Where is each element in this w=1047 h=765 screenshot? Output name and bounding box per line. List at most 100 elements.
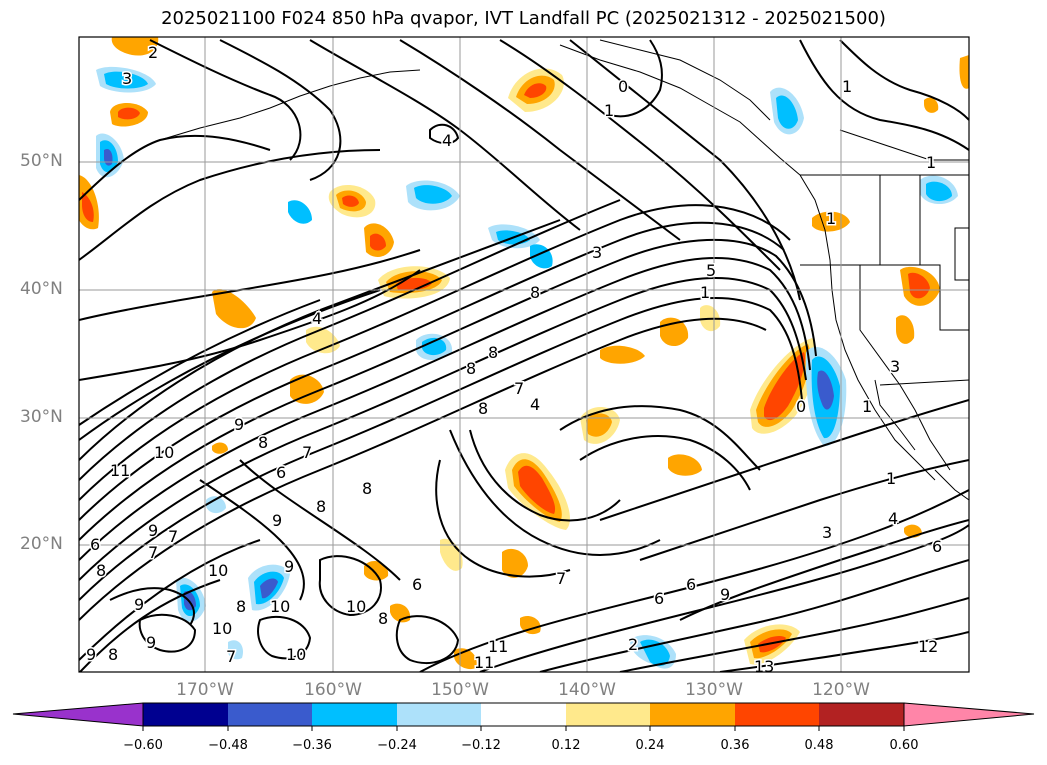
coastlines xyxy=(159,39,969,501)
contour-label: 9 xyxy=(148,521,158,540)
colorbar xyxy=(12,702,1035,731)
contour-label: 7 xyxy=(168,527,178,546)
colorbar-extend-left xyxy=(12,702,144,727)
contour-label: 4 xyxy=(888,509,898,528)
contour-label: 2 xyxy=(148,43,158,62)
coastline-mexico xyxy=(934,469,969,501)
patch-w-edge-core xyxy=(82,192,94,222)
contour-label: 4 xyxy=(312,309,322,328)
contour-label: 11 xyxy=(110,461,130,480)
patch-neg-sw2-peak xyxy=(260,578,278,599)
colorbar-tick-label: −0.48 xyxy=(208,738,248,753)
colorbar-segment xyxy=(397,703,481,726)
patch-neg-nw-core xyxy=(104,71,148,89)
contour-label: 7 xyxy=(148,543,158,562)
patch-sw-1 xyxy=(212,442,228,454)
colorbar-tick-label: −0.60 xyxy=(123,738,163,753)
contour-label: 1 xyxy=(826,209,836,228)
border-state-2 xyxy=(859,265,901,386)
contour-label: 0 xyxy=(796,397,806,416)
contour-label: 3 xyxy=(592,243,602,262)
contour-label: 3 xyxy=(122,69,132,88)
contour-label: 10 xyxy=(208,561,228,580)
contour-label: 10 xyxy=(286,645,306,664)
patch-mid-5 xyxy=(668,454,702,476)
lat-lon-grid xyxy=(79,37,969,672)
patch-w-2 xyxy=(212,289,256,329)
colorbar-segment xyxy=(143,703,228,726)
contour-label: 6 xyxy=(654,589,664,608)
patch-nw-top xyxy=(111,37,159,56)
contour-label: 8 xyxy=(108,645,118,664)
patch-neg-coast-peak xyxy=(817,370,834,410)
contour-label: 9 xyxy=(134,595,144,614)
contour-label: 11 xyxy=(488,637,508,656)
border-us-mexico xyxy=(879,379,969,386)
lon-label-170w: 170°W xyxy=(176,680,234,700)
patch-coast-ar-peak xyxy=(764,352,806,421)
colorbar-tick-label: 0.60 xyxy=(889,738,919,753)
contour-label: 1 xyxy=(886,469,896,488)
contour-label: 0 xyxy=(618,77,628,96)
contour-label: 6 xyxy=(412,575,422,594)
contour-label: 4 xyxy=(442,131,452,150)
colorbar-extend-right xyxy=(903,702,1035,727)
patch-center-n2-core xyxy=(370,233,386,251)
colorbar-segment xyxy=(650,703,735,726)
contour-label: 13 xyxy=(754,657,774,676)
colorbar-tick-label: −0.24 xyxy=(377,738,417,753)
patch-neg-c1-core xyxy=(422,337,447,356)
contour-label: 7 xyxy=(302,443,312,462)
contour-label: 3 xyxy=(822,523,832,542)
contour-label: 10 xyxy=(212,619,232,638)
coastline-alaska-panhandle xyxy=(599,39,771,121)
border-state-5 xyxy=(954,227,969,281)
contour-label: 9 xyxy=(720,585,730,604)
patch-coast-e xyxy=(896,315,915,344)
colorbar-tick-label: 0.24 xyxy=(635,738,665,753)
contour-label: 1 xyxy=(926,153,936,172)
contour-label: 8 xyxy=(488,343,498,362)
contour-label: 1 xyxy=(700,283,710,302)
contour-label: 7 xyxy=(556,569,566,588)
colorbar-segment xyxy=(566,703,650,726)
colorbar-segment xyxy=(228,703,312,726)
contour-label: 2 xyxy=(628,635,638,654)
colorbar-tick-label: −0.36 xyxy=(292,738,332,753)
map-title: 2025021100 F024 850 hPa qvapor, IVT Land… xyxy=(161,8,886,29)
lon-label-130w: 130°W xyxy=(685,680,743,700)
map-frame xyxy=(78,36,970,673)
contour-label: 8 xyxy=(96,561,106,580)
ivt-contours xyxy=(79,39,969,672)
coastline-alaska-south xyxy=(559,44,801,176)
contour-label: 1 xyxy=(604,101,614,120)
patch-neg-e1-core xyxy=(926,181,952,202)
contour-label: 9 xyxy=(234,415,244,434)
lon-label-140w: 140°W xyxy=(558,680,616,700)
contour-label: 12 xyxy=(918,637,938,656)
contour-label: 10 xyxy=(154,443,174,462)
contour-label: 8 xyxy=(378,609,388,628)
contour-label: 6 xyxy=(276,463,286,482)
patch-ne-alaska-peak xyxy=(524,83,547,98)
coastline-gulf-ca xyxy=(899,384,951,471)
colorbar-tick-label: 0.36 xyxy=(720,738,750,753)
colorbar-segment xyxy=(819,703,904,726)
contour-label: 6 xyxy=(90,535,100,554)
contour-label: 5 xyxy=(706,261,716,280)
contour-label: 8 xyxy=(316,497,326,516)
contour-label: 8 xyxy=(236,597,246,616)
patch-mid-2-core xyxy=(586,413,612,437)
patch-nw-1-core xyxy=(118,107,140,120)
contour-value-labels: 3 2 0 1 1 1 1 4 3 5 8 4 8 8 8 7 4 0 1 3 … xyxy=(85,42,944,676)
contour-label: 6 xyxy=(932,537,942,556)
patch-neg-n2-core xyxy=(414,185,452,204)
colorbar-segment xyxy=(312,703,397,726)
contour-label: 10 xyxy=(346,597,366,616)
patch-mid-1 xyxy=(600,345,645,364)
lon-label-150w: 150°W xyxy=(431,680,489,700)
colorbar-tick-label: −0.12 xyxy=(461,738,501,753)
contour-label: 11 xyxy=(474,653,494,672)
patch-neg-sw3 xyxy=(206,496,226,514)
